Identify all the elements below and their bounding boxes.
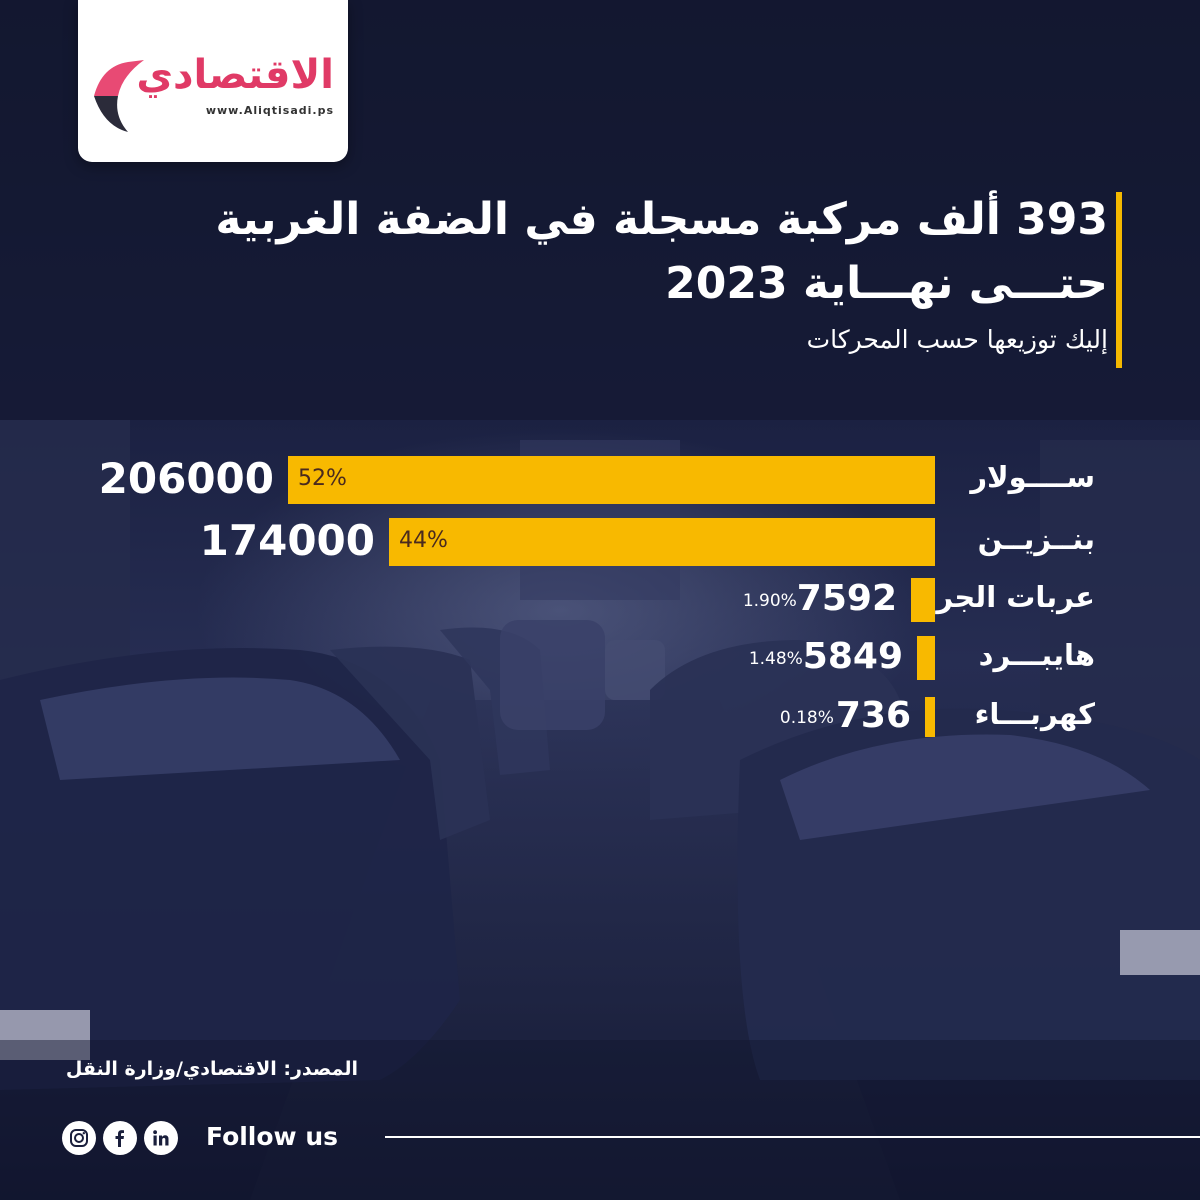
logo-icon	[94, 60, 144, 132]
brand-name: الاقتصادي	[136, 52, 334, 98]
value-label: 5849	[802, 635, 903, 677]
source-note: المصدر: الاقتصادي/وزارة النقل	[65, 1058, 358, 1080]
facebook-icon[interactable]	[103, 1121, 137, 1155]
category-label: هايبـــرد	[978, 638, 1095, 672]
category-label: كهربـــاء	[974, 697, 1095, 731]
bar-4	[917, 636, 935, 680]
title-line-2: حتـــى نهـــاية 2023	[665, 258, 1108, 309]
bar-1	[288, 456, 935, 504]
percent-label: 1.90%	[742, 591, 797, 611]
follow-us-label: Follow us	[206, 1122, 339, 1151]
bar-3	[911, 578, 935, 622]
instagram-glyph	[70, 1129, 88, 1147]
value-label: 7592	[796, 577, 897, 619]
percent-label: 44%	[399, 528, 448, 553]
value-label: 206000	[98, 453, 274, 503]
category-label: ســــولار	[970, 460, 1095, 494]
subtitle: إليك توزيعها حسب المحركات	[806, 325, 1108, 354]
instagram-icon[interactable]	[62, 1121, 96, 1155]
social-icons	[62, 1118, 185, 1158]
title-block: 393 ألف مركبة مسجلة في الضفة الغربية حتـ…	[168, 188, 1108, 360]
category-label: بنــزيــن	[977, 522, 1095, 556]
percent-label: 1.48%	[748, 649, 803, 669]
facebook-glyph	[115, 1130, 124, 1147]
title-accent-bar	[1116, 192, 1122, 368]
percent-label: 0.18%	[779, 708, 834, 728]
value-label: 736	[835, 694, 911, 736]
category-label: عربات الجر	[936, 580, 1095, 614]
bar-2	[389, 518, 935, 566]
title-line-1: 393 ألف مركبة مسجلة في الضفة الغربية	[215, 194, 1108, 245]
footer-divider	[385, 1136, 1200, 1138]
value-label: 174000	[199, 515, 375, 565]
linkedin-glyph	[153, 1130, 169, 1146]
brand-url: www.Aliqtisadi.ps	[205, 104, 334, 117]
logo-card[interactable]: الاقتصادي www.Aliqtisadi.ps	[78, 0, 348, 162]
linkedin-icon[interactable]	[144, 1121, 178, 1155]
percent-label: 52%	[298, 466, 347, 491]
bar-5	[925, 697, 935, 737]
